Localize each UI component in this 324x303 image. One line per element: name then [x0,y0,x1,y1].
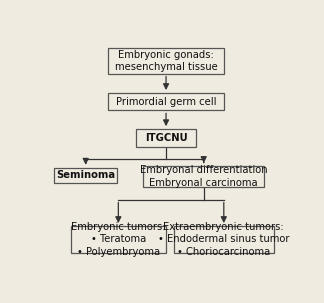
Text: Embryonic tumors:
• Teratoma
• Polyembryoma: Embryonic tumors: • Teratoma • Polyembry… [71,222,166,257]
FancyBboxPatch shape [136,129,196,147]
Text: Seminoma: Seminoma [56,170,115,180]
FancyBboxPatch shape [108,48,224,74]
Text: Embryonal differentiation
Embryonal carcinoma: Embryonal differentiation Embryonal carc… [140,165,268,188]
FancyBboxPatch shape [54,168,117,183]
Text: Extraembryonic tumors:
• Endodermal sinus tumor
• Choriocarcinoma: Extraembryonic tumors: • Endodermal sinu… [158,222,290,257]
Text: Primordial germ cell: Primordial germ cell [116,97,216,107]
Text: Embryonic gonads:
mesenchymal tissue: Embryonic gonads: mesenchymal tissue [115,50,217,72]
FancyBboxPatch shape [71,226,166,253]
FancyBboxPatch shape [144,166,264,187]
FancyBboxPatch shape [174,226,274,253]
Text: ITGCNU: ITGCNU [145,133,187,143]
FancyBboxPatch shape [108,93,224,110]
